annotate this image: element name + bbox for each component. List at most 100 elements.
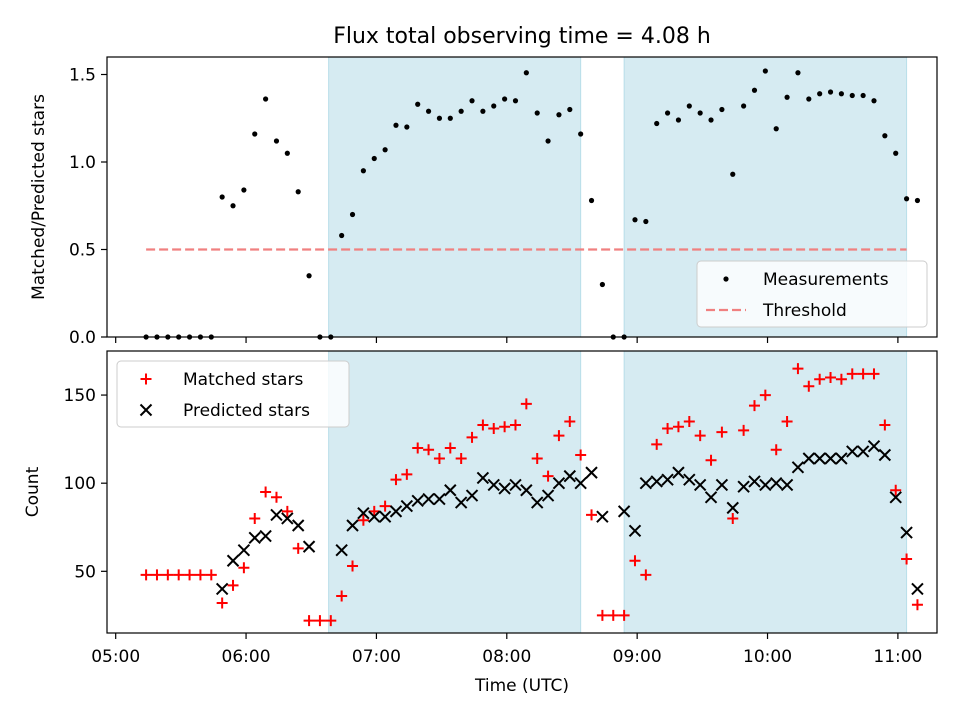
bottom-y-axis-label: Count xyxy=(23,466,43,517)
measurement-point xyxy=(871,98,877,104)
measurement-point xyxy=(480,108,486,114)
matched-stars-point xyxy=(314,615,326,627)
matched-stars-point xyxy=(173,569,185,581)
matched-stars-point xyxy=(901,553,913,565)
predicted-stars-point xyxy=(900,526,913,539)
predicted-stars-point xyxy=(520,484,533,497)
measurement-point xyxy=(838,91,844,97)
predicted-stars-point xyxy=(259,529,272,543)
measurement-point xyxy=(588,197,595,204)
measurement-point xyxy=(404,124,410,130)
predicted-stars-point xyxy=(552,476,566,490)
measurement-point xyxy=(502,96,508,102)
matched-stars-point xyxy=(672,421,684,433)
predicted-stars-point xyxy=(357,506,370,520)
chart-title: Flux total observing time = 4.08 h xyxy=(333,24,711,49)
predicted-stars-point xyxy=(639,476,653,490)
predicted-stars-point xyxy=(281,512,294,525)
measurement-point xyxy=(447,115,453,121)
predicted-stars-point xyxy=(248,531,261,545)
matched-stars-point xyxy=(651,438,663,450)
matched-stars-point xyxy=(911,599,923,611)
matched-stars-point xyxy=(238,562,250,574)
matched-stars-point xyxy=(184,569,196,581)
measurement-point xyxy=(903,196,910,202)
measurement-point xyxy=(632,217,638,223)
matched-stars-point xyxy=(738,424,750,436)
matched-stars-point xyxy=(216,597,228,609)
matched-stars-point xyxy=(205,569,217,581)
predicted-stars-point xyxy=(454,496,468,509)
predicted-stars-point xyxy=(291,519,305,532)
predicted-stars-point xyxy=(476,471,490,485)
predicted-stars-point xyxy=(596,510,609,523)
measurement-point xyxy=(425,108,432,114)
measurement-point xyxy=(360,168,366,174)
measurement-point xyxy=(860,92,866,99)
predicted-stars-point xyxy=(889,491,902,504)
matched-stars-point xyxy=(455,453,467,465)
matched-stars-point xyxy=(814,373,826,385)
predicted-stars-point xyxy=(226,554,240,567)
matched-stars-point xyxy=(618,609,630,621)
predicted-stars-point xyxy=(378,510,392,523)
predicted-stars-point xyxy=(563,469,577,483)
matched-stars-point xyxy=(151,569,163,581)
measurement-point xyxy=(686,103,692,109)
measurement-point xyxy=(654,120,660,127)
measurement-point xyxy=(469,98,475,104)
measurement-point xyxy=(545,138,551,144)
matched-stars-point xyxy=(694,430,706,442)
measurement-point xyxy=(393,122,399,128)
predicted-stars-point xyxy=(672,466,685,479)
measurement-point xyxy=(849,92,855,99)
matched-stars-point xyxy=(629,555,641,567)
predicted-stars-point xyxy=(498,482,511,495)
matched-stars-point xyxy=(662,423,674,435)
bottom-x-tick-label: 10:00 xyxy=(743,647,792,667)
measurement-point xyxy=(817,91,823,97)
measurement-point xyxy=(371,155,377,162)
measurement-point xyxy=(697,110,703,116)
measurement-point xyxy=(284,150,290,156)
matched-stars-point xyxy=(835,373,847,385)
matched-stars-point xyxy=(509,419,521,431)
predicted-stars-point xyxy=(346,519,359,532)
measurement-point xyxy=(567,106,573,113)
matched-stars-point xyxy=(640,569,652,581)
matched-stars-point xyxy=(716,426,728,438)
legend-measurements-swatch xyxy=(723,276,729,282)
matched-stars-point xyxy=(412,442,424,454)
measurement-point xyxy=(784,94,790,100)
matched-stars-point xyxy=(140,569,152,581)
bottom-x-tick-label: 05:00 xyxy=(91,647,140,667)
matched-stars-point xyxy=(520,398,532,410)
bottom-x-tick-label: 11:00 xyxy=(873,647,922,667)
predicted-stars-point xyxy=(509,478,522,492)
predicted-stars-point xyxy=(846,445,859,458)
measurement-point xyxy=(415,101,421,107)
legend-matched-swatch xyxy=(140,373,152,385)
matched-stars-point xyxy=(444,442,456,454)
top-y-axis-label: Matched/Predicted stars xyxy=(29,94,49,300)
predicted-stars-point xyxy=(770,476,783,490)
predicted-stars-point xyxy=(911,582,924,596)
matched-stars-point xyxy=(423,444,435,456)
bottom-legend-label: Matched stars xyxy=(183,370,303,390)
matched-stars-point xyxy=(347,560,359,572)
measurement-point xyxy=(556,112,562,118)
measurement-point xyxy=(730,171,736,177)
predicted-stars-point xyxy=(661,473,674,486)
x-axis-label: Time (UTC) xyxy=(474,676,569,696)
matched-stars-point xyxy=(857,368,869,380)
matched-stars-point xyxy=(466,431,478,443)
predicted-stars-point xyxy=(574,476,587,490)
matched-stars-point xyxy=(194,569,206,581)
bottom-observing-span xyxy=(328,350,582,634)
matched-stars-point xyxy=(281,505,293,517)
measurement-point xyxy=(306,273,312,279)
matched-stars-point xyxy=(227,579,239,591)
top-axes-frame xyxy=(106,56,938,338)
matched-stars-point xyxy=(879,419,891,431)
bottom-x-tick-label: 09:00 xyxy=(613,647,662,667)
